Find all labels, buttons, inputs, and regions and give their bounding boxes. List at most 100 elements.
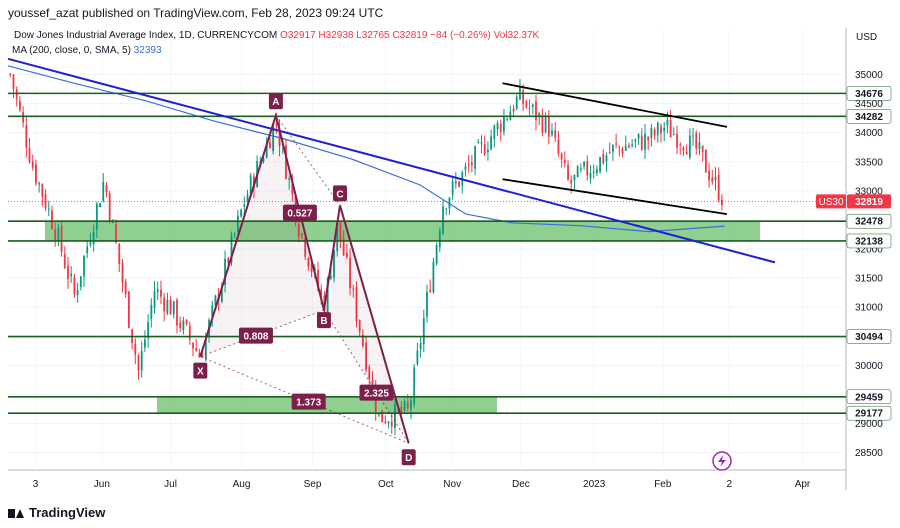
trendline [7, 57, 776, 264]
candle-body [249, 175, 252, 196]
pattern-point-label: A [272, 97, 279, 108]
candle-body [227, 258, 230, 264]
candle-body [390, 421, 393, 427]
candle-body [160, 289, 162, 297]
candle-body [278, 128, 281, 146]
candle-body [451, 180, 454, 195]
candle-body [595, 169, 598, 174]
candle-body [608, 152, 611, 154]
candle-body [176, 300, 178, 326]
candle-body [127, 291, 130, 328]
candle-body [512, 108, 515, 112]
candle-body [365, 342, 367, 371]
candle-body [201, 355, 204, 358]
candle-body [538, 113, 541, 118]
candle-body [95, 203, 98, 230]
candle-body [188, 325, 191, 340]
candle-body [506, 118, 509, 120]
candle-body [592, 171, 595, 173]
level-tag [846, 109, 892, 124]
candle-body [685, 151, 688, 155]
level-tag-label: 34676 [855, 89, 883, 100]
candle-body [378, 413, 380, 416]
candle-body [438, 230, 441, 248]
x-tick-label: Dec [512, 479, 530, 490]
last-price-label: 32819 [855, 197, 883, 208]
candle-body [406, 402, 409, 408]
indicator-legend[interactable]: MA (200, close, 0, SMA, 5) 32393 [12, 45, 162, 56]
candle-body [172, 301, 175, 315]
candle-body [195, 348, 198, 351]
candle-body [301, 233, 303, 236]
candle-body [490, 136, 493, 150]
candle-body [503, 116, 505, 132]
candle-body [304, 237, 307, 257]
candle-body [688, 135, 691, 158]
y-tick-label: 34000 [855, 128, 883, 139]
candle-body [192, 342, 194, 349]
candle-body [67, 265, 69, 279]
candle-body [262, 158, 265, 162]
candle-body [458, 181, 460, 187]
symbol-legend[interactable]: Dow Jones Industrial Average Index, 1D, … [14, 30, 539, 41]
pattern-point-label: X [197, 367, 204, 378]
candle-body [493, 125, 496, 139]
candle-body [554, 130, 557, 138]
pattern-point-badge [332, 185, 347, 202]
candle-body [470, 162, 473, 166]
footer-brand[interactable]: TradingView [29, 505, 106, 520]
candle-body [653, 129, 656, 136]
candle-body [19, 101, 21, 110]
candle-body [721, 199, 723, 205]
symbol-badge-label: US30 [818, 197, 843, 208]
candle-body [102, 181, 105, 202]
candle-body [118, 243, 121, 265]
x-tick-label: Jun [94, 479, 110, 490]
candle-body [640, 135, 643, 150]
candle-body [275, 123, 278, 125]
candle-body [140, 350, 143, 371]
lightning-icon[interactable] [712, 451, 732, 471]
candle-body [297, 224, 300, 237]
candle-body [233, 233, 236, 235]
y-tick-label: 32000 [855, 245, 883, 256]
candle-body [541, 114, 544, 133]
x-tick-label: Feb [654, 479, 672, 490]
candle-body [573, 174, 576, 181]
x-tick-label: 2023 [583, 479, 606, 490]
candle-body [76, 289, 79, 295]
level-tag-label: 32138 [855, 236, 883, 247]
candle-body [666, 119, 669, 126]
candle-body [9, 74, 12, 76]
candle-body [589, 173, 592, 179]
candle-body [618, 146, 621, 148]
ratio-badge [282, 204, 317, 221]
candle-body [605, 155, 608, 162]
level-tag-label: 30494 [855, 332, 883, 343]
channel-line [502, 82, 728, 128]
level-tag [846, 329, 892, 344]
level-tag [846, 405, 892, 421]
ratio-dotted-line [323, 309, 410, 444]
candle-body [708, 170, 710, 181]
candle-body [599, 157, 601, 172]
candle-body [454, 181, 457, 184]
pattern-fill-bcd [323, 205, 409, 444]
y-tick-label: 33500 [855, 157, 883, 168]
candle-body [224, 258, 226, 285]
ohlc-close: C32819 [392, 30, 428, 41]
candle-body [317, 269, 319, 289]
ohlc-high: H32938 [318, 30, 354, 41]
candle-body [701, 145, 704, 152]
candle-body [660, 126, 662, 134]
symbol-name: Dow Jones Industrial Average Index, 1D, … [14, 30, 278, 41]
symbol-price-badge [816, 194, 846, 209]
candle-body [35, 164, 37, 184]
candle-body [236, 215, 239, 232]
candle-body [669, 119, 672, 138]
candle-body [371, 379, 374, 385]
candle-body [361, 334, 364, 346]
candle-body [79, 276, 82, 287]
candle-body [220, 285, 223, 302]
